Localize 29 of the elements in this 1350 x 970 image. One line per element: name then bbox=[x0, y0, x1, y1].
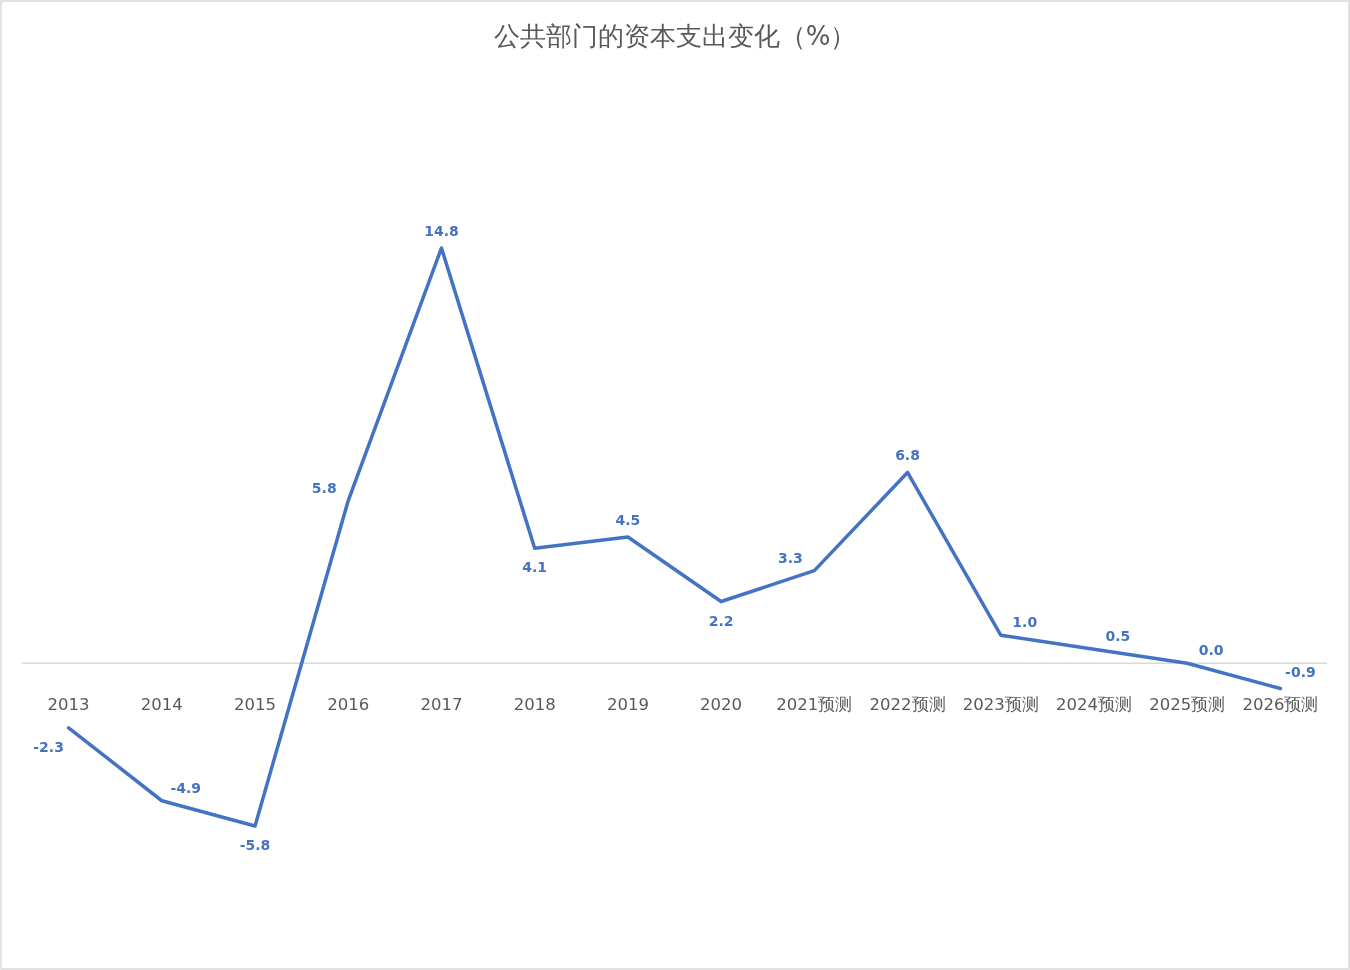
data-label: 4.5 bbox=[615, 512, 641, 528]
xtick: 2019 bbox=[606, 695, 649, 715]
data-label: 3.3 bbox=[777, 549, 803, 566]
xtick: 2018 bbox=[513, 695, 556, 715]
xtick: 2020 bbox=[700, 695, 743, 715]
data-label: 5.8 bbox=[311, 479, 337, 496]
xtick: 2016 bbox=[327, 695, 370, 715]
data-label: -5.8 bbox=[239, 837, 271, 853]
xtick: 2022预测 bbox=[869, 695, 946, 715]
data-label: -0.9 bbox=[1285, 663, 1316, 680]
data-label: -4.9 bbox=[170, 779, 202, 796]
data-label: -2.3 bbox=[33, 738, 64, 755]
data-label: 4.1 bbox=[522, 559, 548, 576]
data-label: 0.5 bbox=[1105, 628, 1131, 645]
data-label: 14.8 bbox=[424, 223, 459, 239]
xtick: 2024预测 bbox=[1055, 695, 1132, 715]
data-label: 6.8 bbox=[895, 447, 920, 464]
xtick: 2015 bbox=[234, 695, 277, 715]
title: 公共部门的资本支出变化（%） bbox=[493, 21, 857, 51]
data-label: 0.0 bbox=[1198, 642, 1224, 659]
xtick: 2023预测 bbox=[962, 695, 1039, 715]
xtick: 2026预测 bbox=[1242, 695, 1319, 715]
data-label: 2.2 bbox=[708, 612, 734, 629]
data-label: 1.0 bbox=[1012, 614, 1038, 631]
xtick: 2014 bbox=[140, 695, 183, 715]
xtick: 2017 bbox=[420, 695, 463, 715]
xtick: 2025预测 bbox=[1149, 695, 1226, 715]
xtick: 2021预测 bbox=[776, 695, 853, 715]
xtick: 2013 bbox=[47, 695, 90, 715]
